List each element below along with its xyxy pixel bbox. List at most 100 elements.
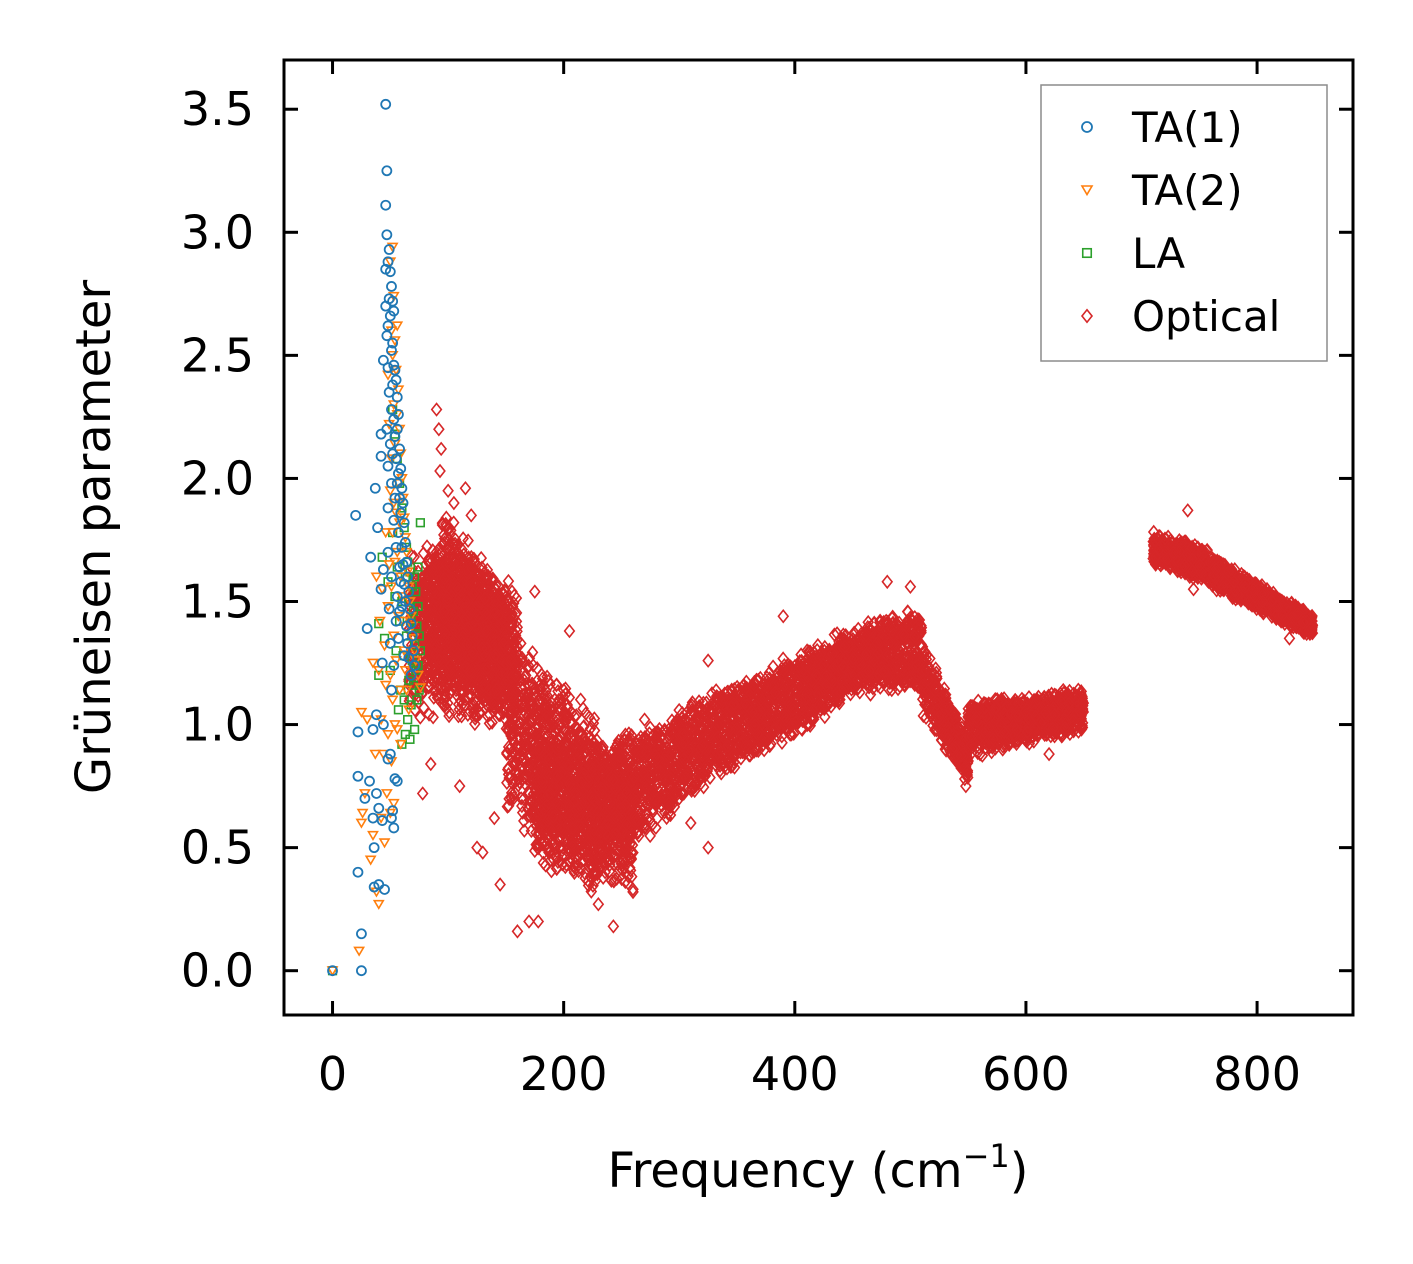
optical-point — [478, 672, 490, 687]
optical-point — [419, 583, 432, 599]
optical-point — [443, 705, 456, 720]
optical-point — [461, 636, 473, 652]
optical-point — [436, 574, 449, 590]
optical-point — [439, 556, 452, 572]
optical-point — [452, 708, 465, 724]
optical-point — [482, 570, 494, 585]
optical-point — [448, 632, 460, 648]
optical-point — [437, 664, 450, 679]
optical-point — [490, 624, 503, 640]
optical-point — [479, 662, 492, 677]
optical-point — [437, 581, 450, 597]
optical-point — [462, 688, 474, 704]
optical-point — [438, 599, 451, 614]
optical-point — [516, 805, 529, 820]
optical-point — [453, 589, 466, 605]
optical-point — [491, 682, 503, 697]
optical-point — [443, 608, 456, 623]
optical-point — [414, 710, 427, 725]
optical-point — [469, 695, 482, 710]
optical-point — [498, 614, 510, 630]
optical-point — [445, 667, 458, 683]
optical-point — [450, 682, 462, 698]
optical-point — [462, 620, 474, 636]
optical-point — [444, 558, 456, 573]
optical-point — [439, 626, 452, 642]
optical-point — [517, 791, 530, 807]
optical-point — [448, 638, 461, 654]
optical-point — [563, 690, 576, 705]
optical-point — [439, 678, 451, 694]
optical-point — [421, 659, 434, 675]
optical-point — [513, 649, 525, 664]
optical-point — [433, 634, 446, 650]
optical-point — [454, 583, 467, 598]
optical-point — [426, 562, 439, 578]
optical-point — [486, 715, 498, 730]
optical-point — [460, 659, 472, 675]
optical-point — [475, 637, 488, 653]
optical-point — [452, 580, 464, 596]
optical-point — [467, 609, 480, 625]
optical-point — [455, 708, 468, 724]
optical-point — [447, 536, 459, 552]
optical-point — [469, 716, 481, 732]
optical-point — [427, 709, 439, 725]
optical-point — [440, 510, 453, 525]
optical-point — [466, 561, 478, 576]
optical-point — [428, 598, 441, 614]
optical-point — [502, 573, 515, 589]
optical-point — [476, 560, 488, 575]
optical-point — [428, 636, 441, 652]
optical-point — [466, 699, 479, 714]
optical-point — [488, 684, 501, 700]
optical-point — [413, 593, 425, 608]
optical-point — [444, 658, 457, 673]
optical-point — [440, 530, 452, 545]
optical-point — [427, 580, 440, 595]
optical-point — [464, 556, 477, 571]
optical-point — [501, 762, 514, 777]
optical-point — [477, 678, 490, 693]
optical-point — [436, 515, 449, 531]
optical-point — [464, 606, 476, 622]
optical-point — [526, 645, 539, 660]
optical-point — [436, 673, 448, 688]
optical-point — [478, 639, 490, 655]
optical-point — [485, 695, 498, 711]
optical-point — [476, 641, 488, 656]
optical-point — [480, 624, 493, 639]
optical-point — [420, 622, 433, 638]
optical-point — [454, 564, 467, 580]
optical-point — [462, 533, 474, 548]
optical-point — [481, 661, 494, 676]
optical-point — [441, 695, 454, 711]
optical-point — [496, 591, 508, 606]
optical-point — [489, 580, 501, 596]
optical-point — [481, 616, 493, 631]
optical-point — [467, 645, 479, 660]
data-points — [326, 98, 1319, 977]
optical-point — [430, 590, 443, 605]
optical-point — [422, 566, 434, 581]
optical-point — [421, 654, 433, 669]
optical-point — [492, 686, 504, 701]
optical-point — [438, 697, 451, 713]
optical-point — [550, 677, 563, 692]
optical-point — [577, 701, 589, 716]
optical-point — [493, 707, 505, 723]
optical-point — [447, 571, 459, 586]
optical-point — [468, 551, 480, 567]
optical-point — [449, 623, 461, 638]
optical-point — [471, 621, 484, 636]
optical-point — [421, 539, 433, 554]
optical-point — [500, 667, 512, 683]
optical-point — [426, 543, 439, 558]
optical-point — [446, 546, 458, 562]
optical-point — [449, 536, 461, 552]
optical-point — [465, 601, 478, 617]
optical-point — [441, 590, 454, 605]
optical-point — [488, 696, 501, 711]
optical-point — [492, 608, 505, 624]
optical-point — [438, 553, 450, 568]
